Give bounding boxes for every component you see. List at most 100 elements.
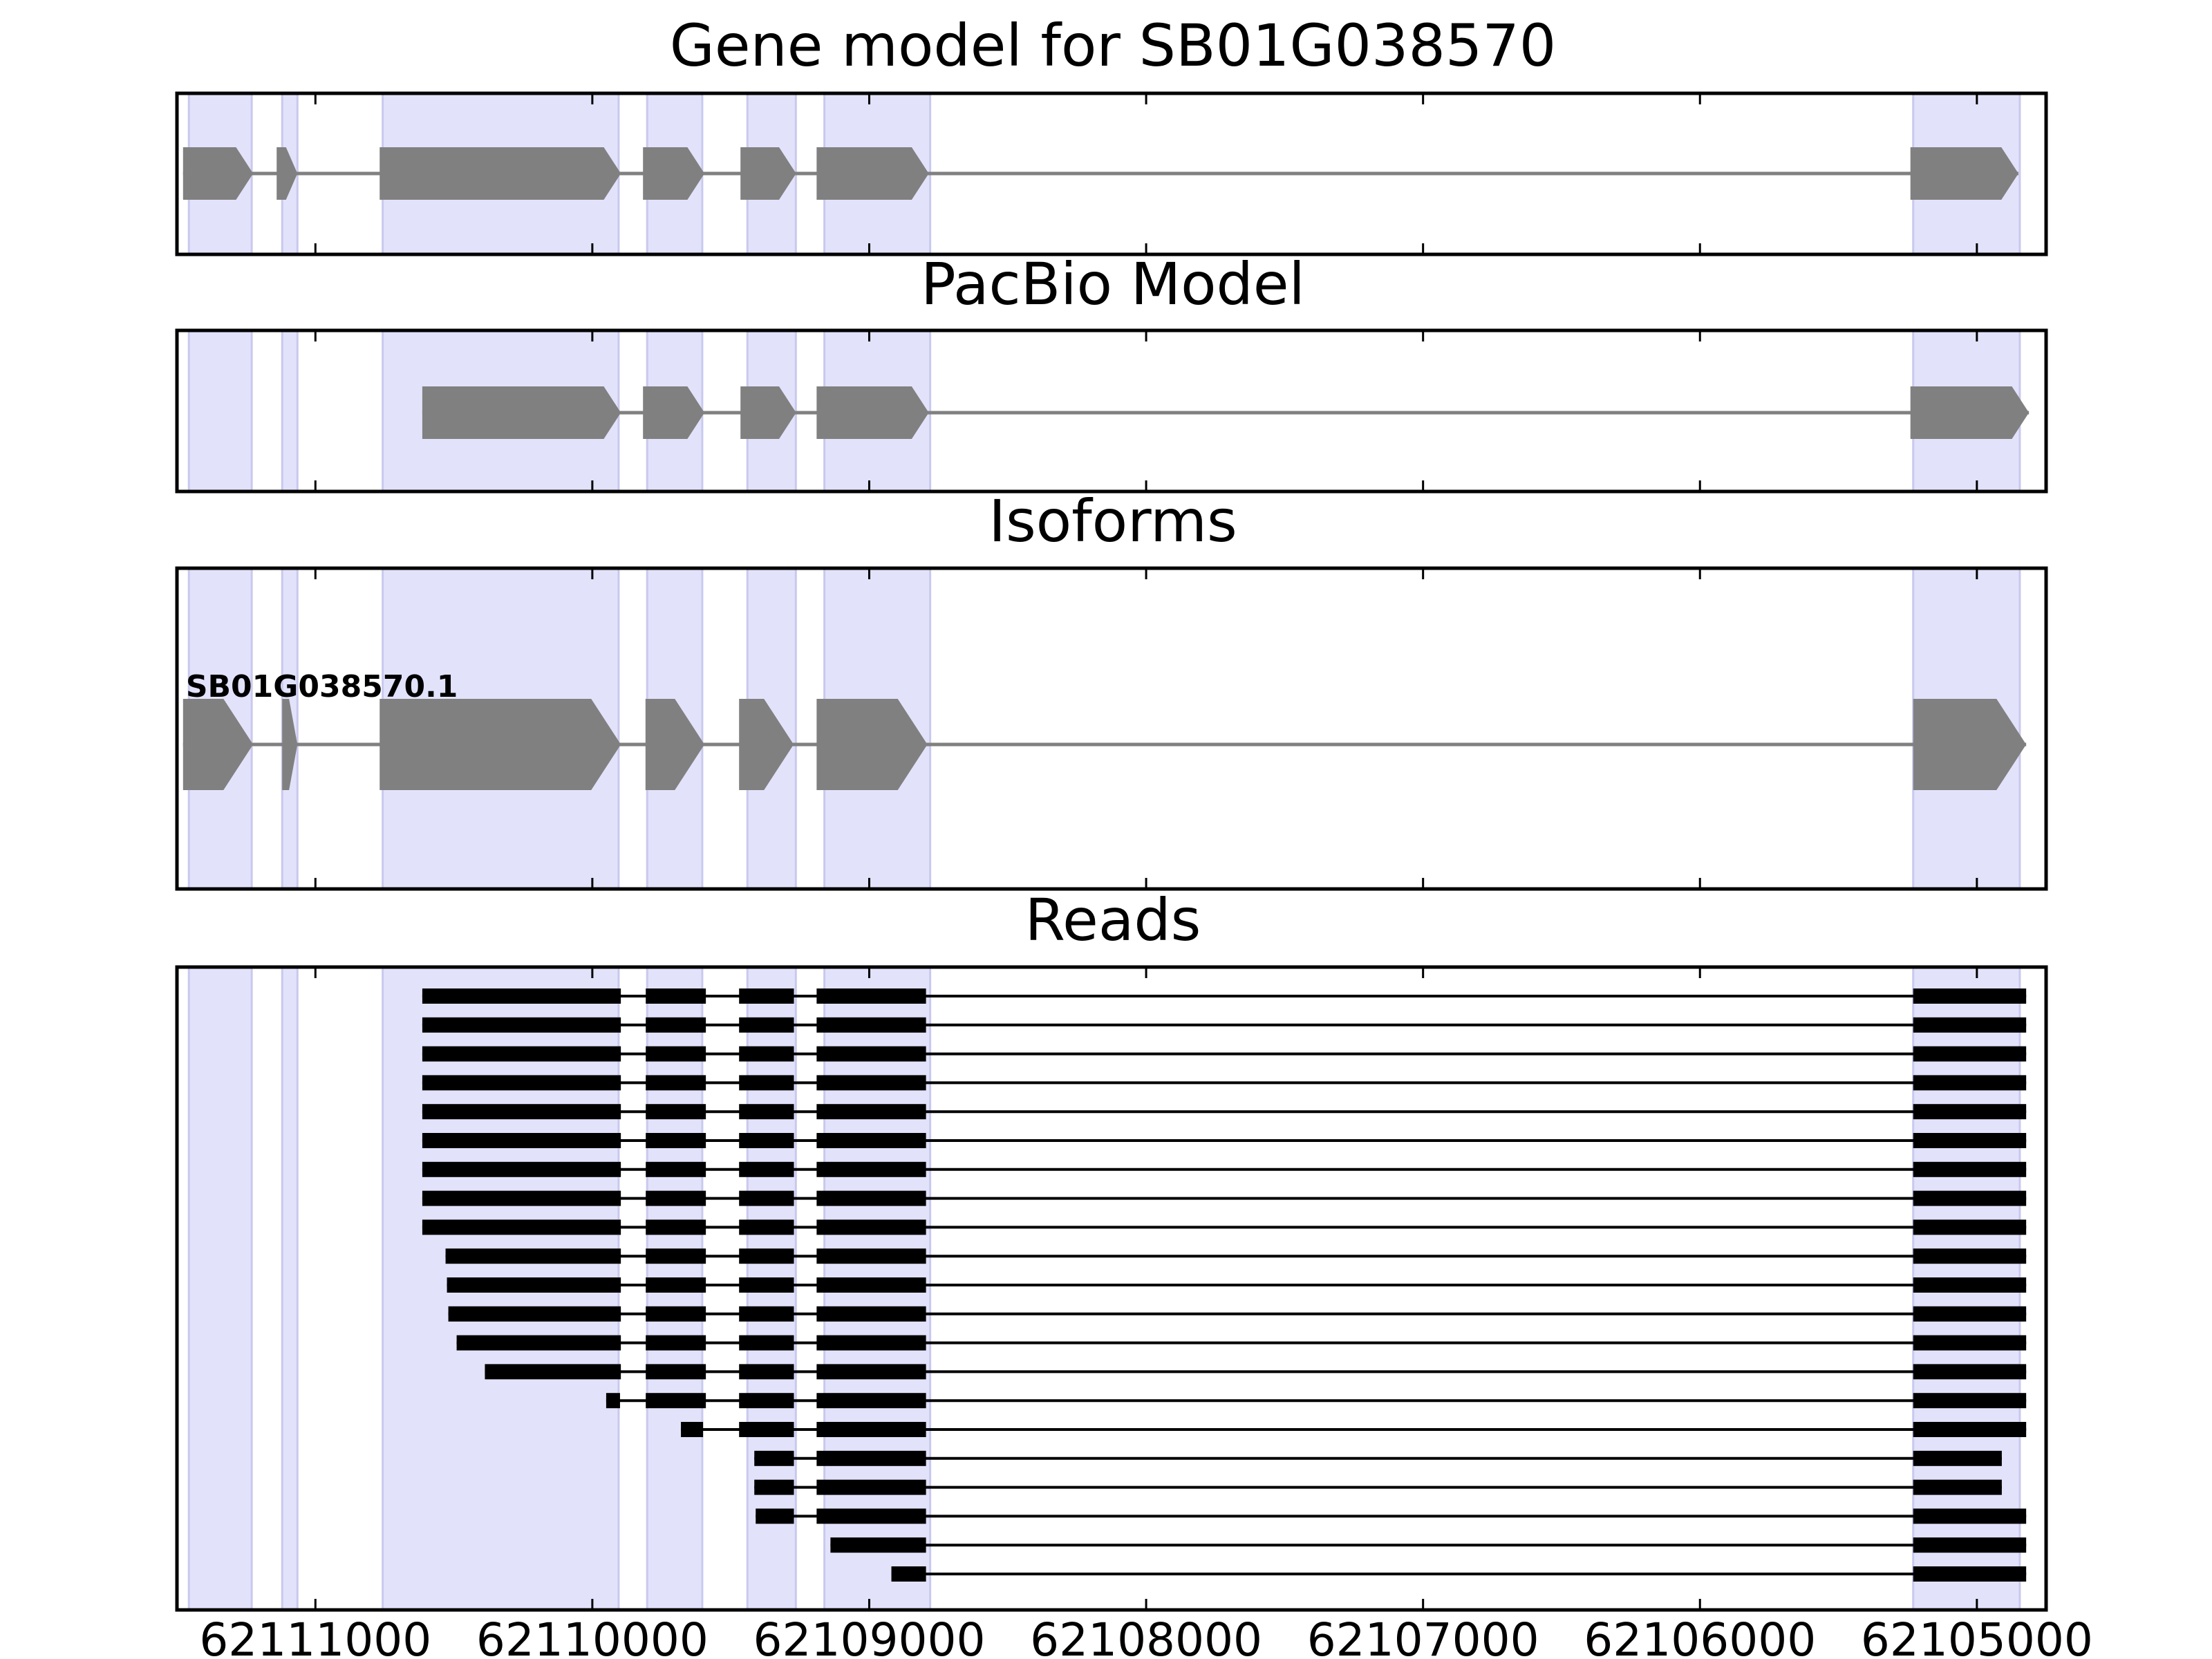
- read-block: [1913, 1219, 2027, 1235]
- read-block: [646, 1161, 706, 1177]
- gene-model-exon: [740, 147, 796, 200]
- read-block: [422, 988, 621, 1004]
- pacbio-model-frame: [175, 328, 2048, 494]
- pacbio-model-exon: [740, 386, 796, 439]
- read-block: [1913, 1133, 2027, 1148]
- shaded-exon-region: [281, 966, 299, 1611]
- isoforms-exons: SB01G038570.1: [182, 669, 2027, 790]
- read-block: [646, 1364, 706, 1380]
- pacbio-model-exon: [816, 386, 929, 439]
- x-tick-label: 62105000: [1861, 1613, 2093, 1659]
- read-block: [739, 1190, 794, 1206]
- read-block: [646, 1393, 706, 1409]
- read-block: [646, 1133, 706, 1148]
- read-block: [739, 1306, 794, 1322]
- isoform-exon: [282, 699, 298, 790]
- read-row: [422, 1017, 2027, 1033]
- gene-model-exon: [379, 147, 621, 200]
- read-row: [447, 1277, 2027, 1293]
- read-block: [646, 1277, 706, 1293]
- read-block: [739, 1075, 794, 1091]
- read-row: [754, 1479, 2002, 1495]
- read-block: [1913, 1450, 2002, 1466]
- read-row: [485, 1364, 2027, 1380]
- read-block: [739, 1277, 794, 1293]
- read-block: [422, 1219, 621, 1235]
- read-block: [816, 1508, 926, 1524]
- read-block: [485, 1364, 621, 1380]
- pacbio-model-title: PacBio Model: [921, 250, 1305, 318]
- read-block: [646, 1219, 706, 1235]
- read-block: [739, 1017, 794, 1033]
- read-row: [756, 1508, 2027, 1524]
- read-block: [1913, 1075, 2027, 1091]
- read-block: [739, 1161, 794, 1177]
- reads-alignments: [422, 988, 2027, 1582]
- read-block: [816, 1393, 926, 1409]
- reads-title: Reads: [1025, 886, 1201, 954]
- shaded-exon-region: [187, 966, 253, 1611]
- read-block: [739, 1046, 794, 1062]
- read-block: [646, 1248, 706, 1264]
- x-axis-tick-labels: 62111000 62110000 62109000 62108000 62107000…: [199, 1613, 2092, 1659]
- shaded-exon-region: [281, 329, 299, 493]
- gene-model-panel: Gene model for SB01G038570: [175, 12, 2048, 256]
- read-block: [448, 1306, 621, 1322]
- read-block: [891, 1566, 926, 1582]
- read-block: [816, 1190, 926, 1206]
- read-block: [756, 1508, 794, 1524]
- read-block: [816, 1277, 926, 1293]
- read-block: [816, 1335, 926, 1351]
- read-block: [646, 1104, 706, 1120]
- read-block: [816, 1450, 926, 1466]
- read-block: [739, 1364, 794, 1380]
- read-block: [739, 988, 794, 1004]
- isoform-label: SB01G038570.1: [186, 669, 458, 704]
- read-block: [447, 1277, 621, 1293]
- read-block: [1913, 1508, 2027, 1524]
- gene-model-exon: [1910, 147, 2018, 200]
- read-row: [422, 1104, 2027, 1120]
- read-block: [422, 1075, 621, 1091]
- read-block: [816, 1364, 926, 1380]
- read-block: [1913, 1248, 2027, 1264]
- read-row: [456, 1335, 2027, 1351]
- read-block: [739, 1133, 794, 1148]
- gene-model-title: Gene model for SB01G038570: [670, 12, 1556, 79]
- x-tick-label: 62110000: [476, 1613, 709, 1659]
- read-row: [448, 1306, 2027, 1322]
- read-block: [1913, 1364, 2027, 1380]
- isoforms-title: Isoforms: [988, 487, 1237, 555]
- read-block: [816, 1133, 926, 1148]
- pacbio-model-exon: [643, 386, 705, 439]
- gene-model-exon: [643, 147, 705, 200]
- read-block: [739, 1248, 794, 1264]
- read-block: [816, 1046, 926, 1062]
- read-block: [456, 1335, 621, 1351]
- x-tick-label: 62111000: [199, 1613, 431, 1659]
- read-block: [816, 1219, 926, 1235]
- read-block: [681, 1422, 704, 1437]
- x-tick-label: 62108000: [1030, 1613, 1262, 1659]
- read-row: [422, 1161, 2027, 1177]
- pacbio-model-exon: [1910, 386, 2030, 439]
- read-block: [816, 1104, 926, 1120]
- read-block: [422, 1161, 621, 1177]
- read-block: [646, 1335, 706, 1351]
- read-block: [422, 1190, 621, 1206]
- read-block: [1913, 1046, 2027, 1062]
- pacbio-model-ticks: [314, 330, 1978, 491]
- read-row: [754, 1450, 2002, 1466]
- pacbio-model-panel: PacBio Model: [175, 250, 2048, 494]
- isoforms-ticks: [314, 568, 1978, 889]
- isoform-exon: [645, 699, 705, 790]
- gene-model-exons: [182, 147, 2018, 200]
- read-block: [422, 1104, 621, 1120]
- read-block: [739, 1104, 794, 1120]
- isoform-exon: [816, 699, 928, 790]
- pacbio-model-exon: [422, 386, 621, 439]
- read-block: [1913, 1479, 2002, 1495]
- read-block: [646, 1017, 706, 1033]
- read-block: [1913, 1393, 2027, 1409]
